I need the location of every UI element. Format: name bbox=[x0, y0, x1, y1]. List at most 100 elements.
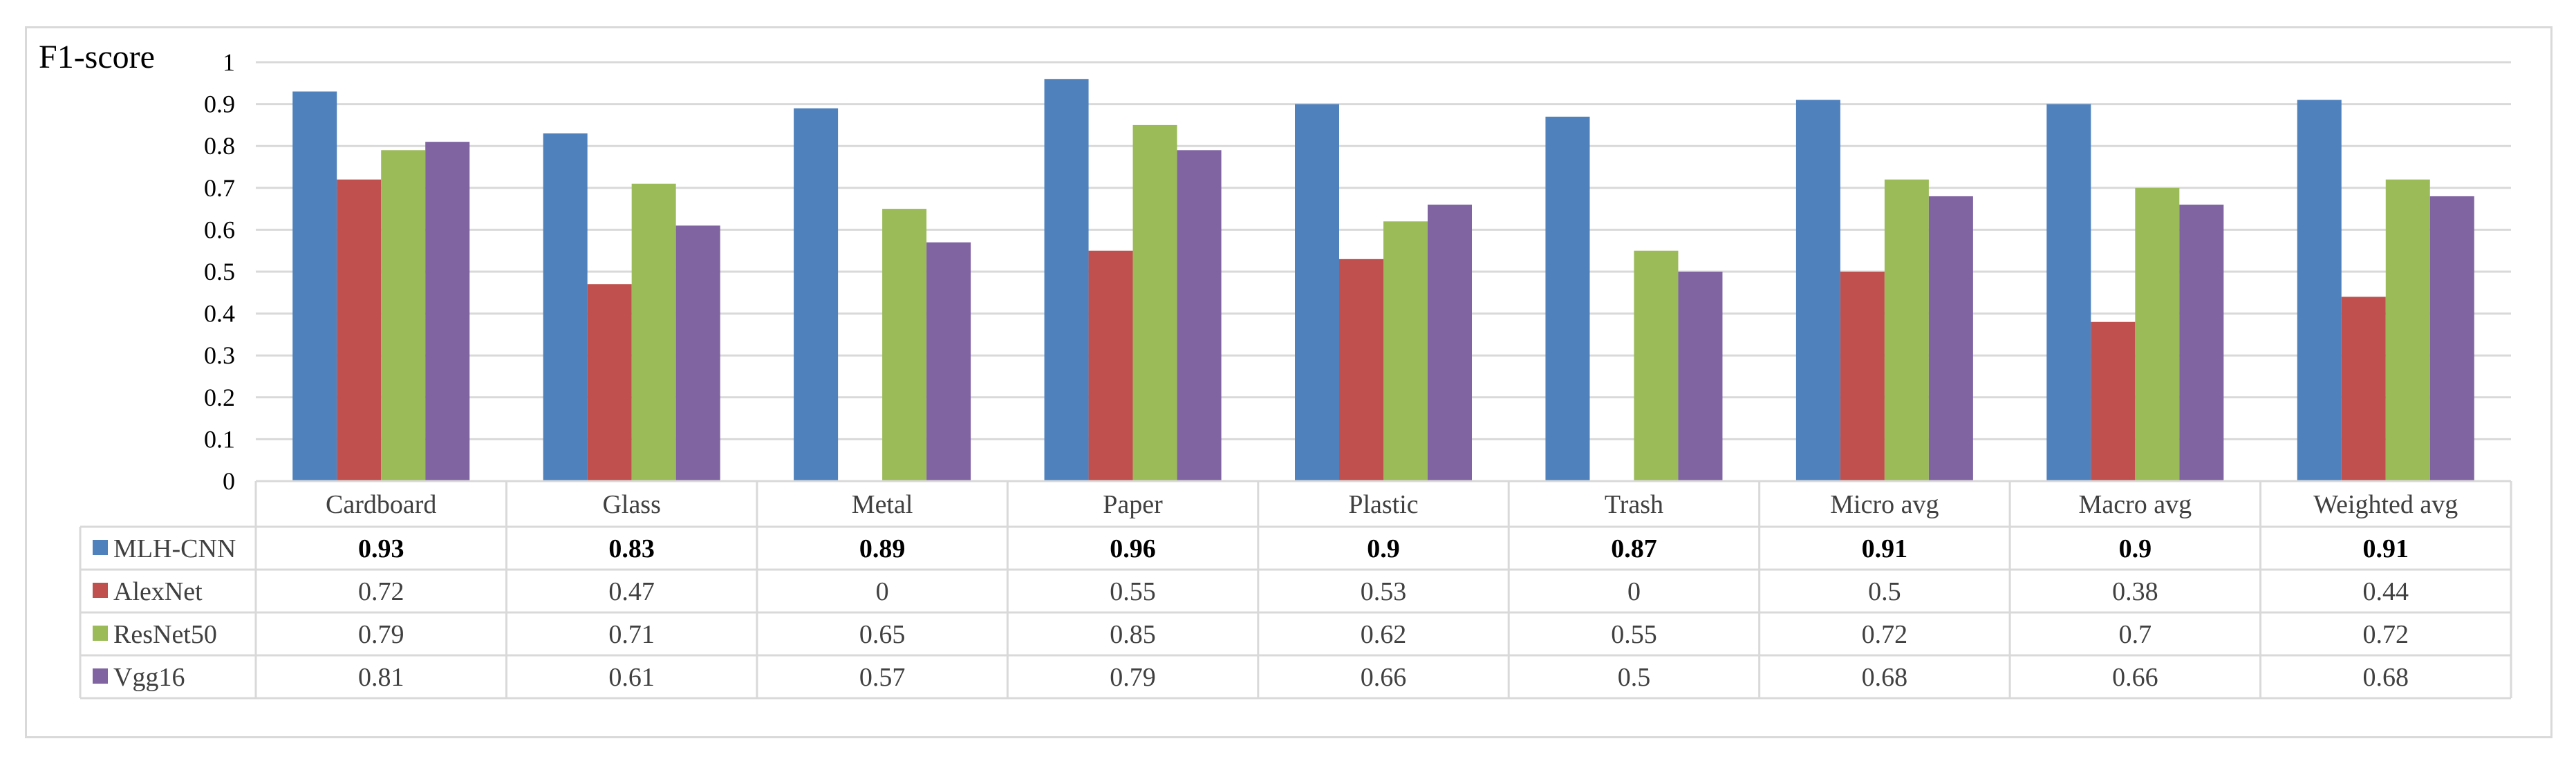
table-cell-value: 0.72 bbox=[1862, 620, 1908, 649]
bar-resnet50 bbox=[2135, 187, 2180, 481]
bar-resnet50 bbox=[381, 150, 426, 481]
table-cell-value: 0.53 bbox=[1361, 577, 1407, 606]
bar-resnet50 bbox=[1383, 221, 1428, 481]
table-cell-value: 0.62 bbox=[1361, 620, 1407, 649]
table-cell-value: 0.7 bbox=[2119, 620, 2152, 649]
table-cell-value: 0.44 bbox=[2363, 577, 2409, 606]
y-tick-label: 0.7 bbox=[204, 174, 235, 202]
table-cell-value: 0.85 bbox=[1110, 620, 1156, 649]
bar-mlh-cnn bbox=[2046, 104, 2091, 482]
bar-alexnet bbox=[2091, 321, 2136, 481]
data-table: Cardboard Glass Metal Paper Plastic Trash Micr… bbox=[79, 480, 2512, 700]
bar-resnet50 bbox=[2385, 179, 2430, 481]
y-tick-label: 0.6 bbox=[204, 216, 235, 243]
category-label: Weighted avg bbox=[2313, 490, 2458, 519]
bar-resnet50 bbox=[1634, 250, 1679, 481]
category-label: Macro avg bbox=[2079, 490, 2192, 519]
bar-vgg16 bbox=[2179, 205, 2224, 481]
table-cell-value: 0.47 bbox=[608, 577, 655, 606]
table-cell-value: 0.55 bbox=[1110, 577, 1156, 606]
bar-vgg16 bbox=[1928, 196, 1973, 481]
bar-mlh-cnn bbox=[543, 133, 588, 481]
chart-title: F1-score bbox=[39, 39, 155, 75]
table-cell-value: 0.96 bbox=[1110, 534, 1156, 563]
y-tick-label: 1 bbox=[223, 48, 235, 76]
y-tick-label: 0.8 bbox=[204, 132, 235, 160]
table-cell-value: 0 bbox=[876, 577, 889, 606]
table-cell-value: 0.91 bbox=[1862, 534, 1908, 563]
legend-label: ResNet50 bbox=[113, 620, 217, 649]
bar-resnet50 bbox=[631, 183, 676, 481]
bar-alexnet bbox=[587, 284, 632, 481]
legend-label: MLH-CNN bbox=[113, 534, 236, 563]
category-label: Paper bbox=[1103, 490, 1163, 519]
y-axis-ticks: 0 0.1 0.2 0.3 0.4 0.5 0.6 0.7 0.8 0.9 1 bbox=[204, 48, 235, 495]
bar-alexnet bbox=[1840, 272, 1885, 481]
table-cell-value: 0.57 bbox=[859, 663, 906, 692]
table-cell-value: 0.71 bbox=[608, 620, 655, 649]
legend-swatch bbox=[93, 540, 108, 555]
bar-vgg16 bbox=[1428, 205, 1472, 481]
y-tick-label: 0.2 bbox=[204, 384, 235, 411]
bar-vgg16 bbox=[2429, 196, 2474, 481]
category-label: Glass bbox=[602, 490, 660, 519]
y-tick-label: 0.5 bbox=[204, 258, 235, 285]
table-cell-value: 0.55 bbox=[1611, 620, 1657, 649]
table-cell-value: 0.79 bbox=[1110, 663, 1156, 692]
table-cell-value: 0.65 bbox=[859, 620, 906, 649]
table-cell-value: 0.93 bbox=[358, 534, 404, 563]
table-cell-value: 0.68 bbox=[2363, 663, 2409, 692]
bar-resnet50 bbox=[1132, 124, 1177, 481]
table-cell-value: 0.38 bbox=[2112, 577, 2158, 606]
y-tick-label: 0.9 bbox=[204, 91, 235, 118]
bar-mlh-cnn bbox=[794, 108, 839, 481]
table-cell-value: 0.66 bbox=[2112, 663, 2158, 692]
table-cell-value: 0.61 bbox=[608, 663, 655, 692]
table-cell-value: 0.83 bbox=[608, 534, 655, 563]
bar-mlh-cnn bbox=[1545, 116, 1590, 481]
table-cell-value: 0.91 bbox=[2363, 534, 2409, 563]
legend-swatch bbox=[93, 626, 108, 641]
table-cell-value: 0.68 bbox=[1862, 663, 1908, 692]
bar-resnet50 bbox=[1884, 179, 1929, 481]
table-cell-value: 0 bbox=[1627, 577, 1641, 606]
category-label: Micro avg bbox=[1830, 490, 1939, 519]
bar-mlh-cnn bbox=[1295, 104, 1339, 482]
bar-vgg16 bbox=[1177, 150, 1222, 481]
legend-label: AlexNet bbox=[113, 577, 203, 606]
category-label: Metal bbox=[852, 490, 913, 519]
bar-mlh-cnn bbox=[1795, 100, 1840, 482]
y-tick-label: 0 bbox=[223, 467, 235, 495]
bar-vgg16 bbox=[675, 225, 720, 481]
table-cell-value: 0.9 bbox=[2119, 534, 2152, 563]
y-tick-label: 0.4 bbox=[204, 300, 235, 328]
bar-alexnet bbox=[2341, 297, 2386, 481]
bar-alexnet bbox=[337, 179, 382, 481]
table-cell-value: 0.9 bbox=[1367, 534, 1400, 563]
y-tick-label: 0.1 bbox=[204, 425, 235, 453]
y-tick-label: 0.3 bbox=[204, 341, 235, 369]
bar-vgg16 bbox=[425, 142, 470, 481]
table-cell-value: 0.89 bbox=[859, 534, 906, 563]
bar-resnet50 bbox=[882, 209, 927, 481]
table-cell-value: 0.5 bbox=[1868, 577, 1901, 606]
table-cell-value: 0.72 bbox=[358, 577, 404, 606]
bar-mlh-cnn bbox=[1044, 79, 1089, 482]
table-cell-value: 0.66 bbox=[1361, 663, 1407, 692]
table-cell-value: 0.81 bbox=[358, 663, 404, 692]
bar-vgg16 bbox=[1678, 272, 1723, 481]
legend-swatch bbox=[93, 668, 108, 684]
bar-alexnet bbox=[1088, 250, 1133, 481]
bar-mlh-cnn bbox=[292, 91, 337, 482]
table-cell-value: 0.87 bbox=[1611, 534, 1657, 563]
bar-alexnet bbox=[1339, 259, 1383, 481]
bar-vgg16 bbox=[926, 242, 971, 481]
legend-label: Vgg16 bbox=[113, 663, 185, 692]
legend-swatch bbox=[93, 583, 108, 598]
table-cell-value: 0.5 bbox=[1618, 663, 1651, 692]
bars bbox=[292, 79, 2474, 482]
table-cell-value: 0.72 bbox=[2363, 620, 2409, 649]
category-label: Trash bbox=[1605, 490, 1663, 519]
category-label: Cardboard bbox=[326, 490, 436, 519]
